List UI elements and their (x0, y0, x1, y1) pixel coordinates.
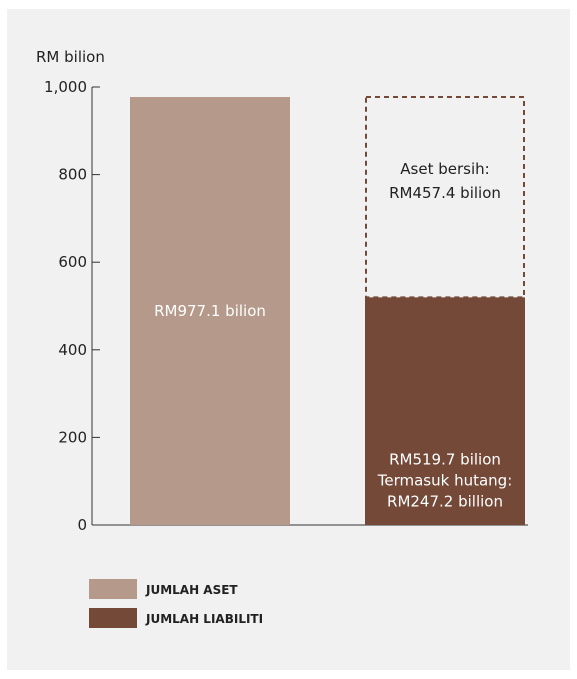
net-assets-outline (365, 96, 525, 299)
y-tick-label: 800 (58, 166, 87, 184)
legend-label: JUMLAH LIABILITI (145, 612, 263, 626)
bar (130, 97, 290, 525)
y-tick-label: 1,000 (44, 78, 87, 96)
y-axis-label: RM bilion (36, 48, 105, 66)
y-tick-label: 400 (58, 341, 87, 359)
data-label: RM519.7 bilion (389, 451, 501, 469)
net-assets-label: RM457.4 bilion (389, 184, 501, 202)
data-label: Termasuk hutang: (377, 472, 513, 490)
bar-chart: RM bilion 0 200 400 600 800 1,000 RM977.1 bili… (36, 48, 528, 628)
bar (365, 297, 525, 525)
y-tick-label: 200 (58, 428, 87, 446)
legend-swatch (89, 579, 137, 599)
y-tick-label: 600 (58, 253, 87, 271)
y-tick-label: 0 (77, 516, 87, 534)
chart-panel: RM bilion 0 200 400 600 800 1,000 RM977.1 bili… (7, 9, 570, 670)
legend-swatch (89, 608, 137, 628)
bars: RM977.1 bilion RM519.7 bilion Termasuk hut… (130, 96, 525, 525)
legend: JUMLAH ASET JUMLAH LIABILITI (89, 579, 263, 628)
data-label: RM977.1 bilion (154, 302, 266, 320)
net-assets-label: Aset bersih: (400, 160, 489, 178)
legend-label: JUMLAH ASET (145, 583, 238, 597)
data-label: RM247.2 billion (387, 493, 503, 511)
